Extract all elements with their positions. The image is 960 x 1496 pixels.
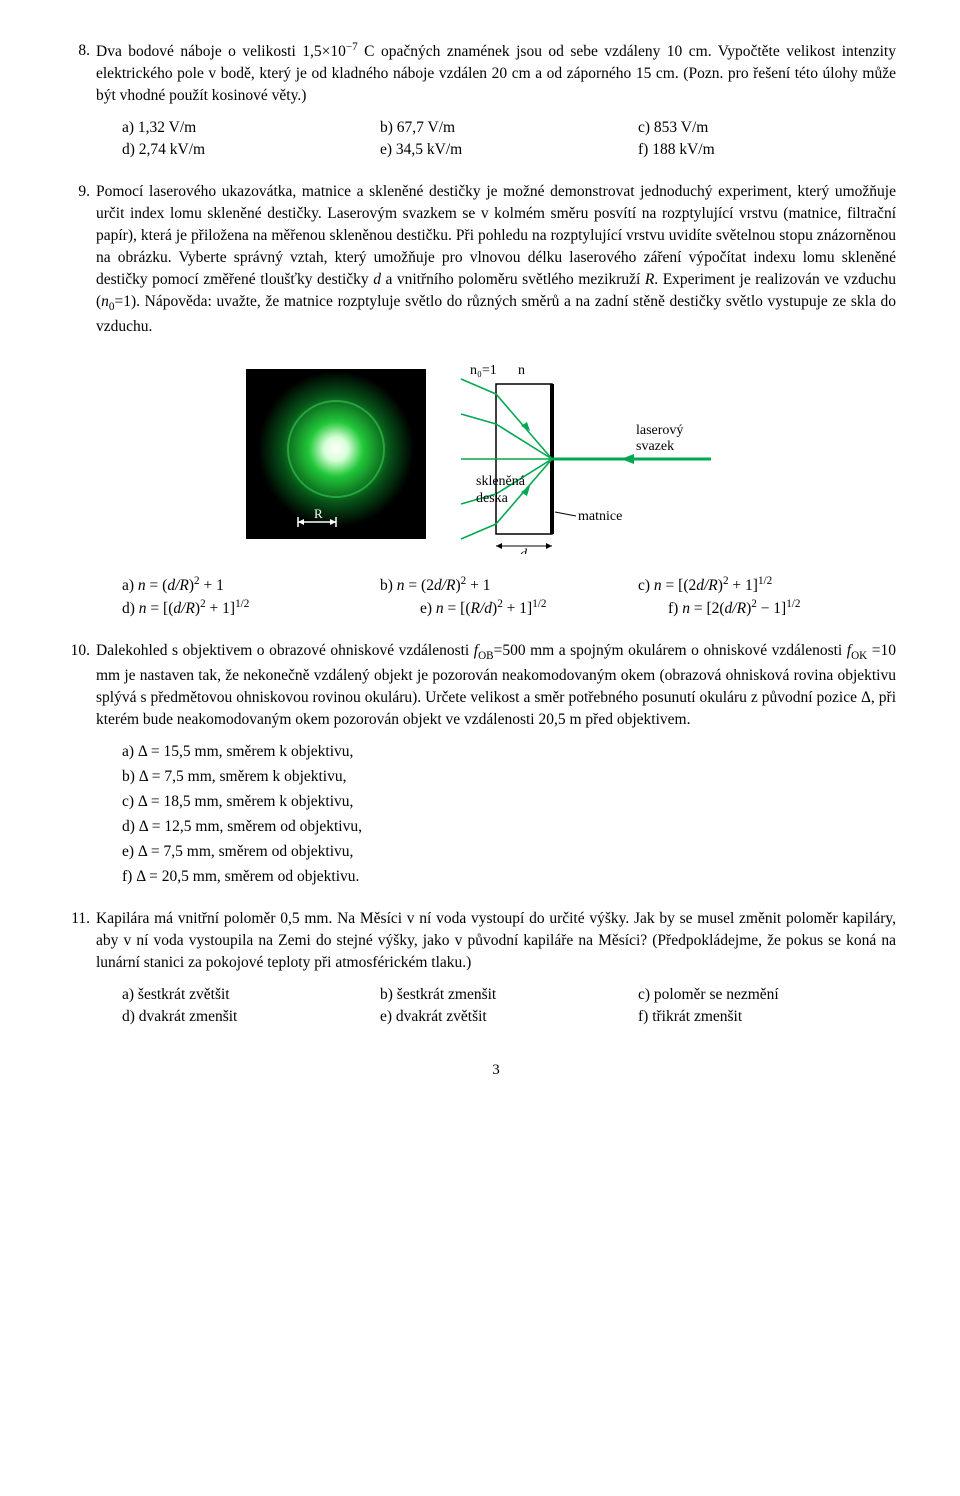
matnice-label: matnice [578,509,622,524]
problem-11: 11. Kapilára má vnitřní poloměr 0,5 mm. … [96,908,896,1028]
ray-diagram: n₀=1 n laserový svazek matnice d [456,354,716,554]
subscript: OB [478,650,494,662]
option-a: a) šestkrát zvětšit [122,984,380,1006]
problem-text: Dva bodové náboje o velikosti 1,5×10−7 C… [96,40,896,107]
problem-text: Dalekohled s objektivem o obrazové ohnis… [96,640,896,731]
option-a: a) n = (d/R)2 + 1 [122,574,380,597]
glass-label: skleněnádeska [476,474,525,508]
laser-label-1: laserový [636,423,683,438]
option-a: a) 1,32 V/m [122,117,380,139]
option-a: a) Δ = 15,5 mm, směrem k objektivu, [122,741,896,763]
variable-R: R [645,271,654,288]
options-grid: a) šestkrát zvětšit b) šestkrát zmenšit … [122,984,896,1028]
variable-d: d [373,271,381,288]
options-list: a) Δ = 15,5 mm, směrem k objektivu, b) Δ… [122,741,896,888]
text-part: =1). Nápověda: uvažte, že matnice rozpty… [96,293,896,335]
text-part: Dva bodové náboje o velikosti 1,5×10 [96,43,346,60]
option-c: c) poloměr se nezmění [638,984,896,1006]
problem-number: 8. [66,40,96,107]
option-e: e) dvakrát zvětšit [380,1006,638,1028]
option-f: f) n = [2(d/R)2 − 1]1/2 [638,597,896,620]
text-part: a vnitřního poloměru světlého mezikruží [381,271,645,288]
problem-number: 9. [66,181,96,338]
problem-10: 10. Dalekohled s objektivem o obrazové o… [96,640,896,888]
problem-9: 9. Pomocí laserového ukazovátka, matnice… [96,181,896,620]
options-grid: a) 1,32 V/m b) 67,7 V/m c) 853 V/m d) 2,… [122,117,896,161]
option-b: b) n = (2d/R)2 + 1 [380,574,638,597]
problem-text: Kapilára má vnitřní poloměr 0,5 mm. Na M… [96,908,896,974]
option-b: b) šestkrát zmenšit [380,984,638,1006]
option-d: d) 2,74 kV/m [122,139,380,161]
option-d: d) Δ = 12,5 mm, směrem od objektivu, [122,816,896,838]
option-f: f) Δ = 20,5 mm, směrem od objektivu. [122,866,896,888]
variable-n: n [101,293,109,310]
option-e: e) n = [(R/d)2 + 1]1/2 [380,597,638,620]
option-f: f) třikrát zmenšit [638,1006,896,1028]
option-b: b) 67,7 V/m [380,117,638,139]
problem-8: 8. Dva bodové náboje o velikosti 1,5×10−… [96,40,896,161]
n-label: n [518,363,525,378]
laser-spot-photo: R [246,369,426,539]
option-b: b) Δ = 7,5 mm, směrem k objektivu, [122,766,896,788]
diagram-container: R n₀=1 n [96,354,896,554]
option-f: f) 188 kV/m [638,139,896,161]
problem-number: 10. [66,640,96,731]
text-part: Dalekohled s objektivem o obrazové ohnis… [96,642,474,659]
option-c: c) 853 V/m [638,117,896,139]
option-d: d) n = [(d/R)2 + 1]1/2 [122,597,380,620]
option-c: c) n = [(2d/R)2 + 1]1/2 [638,574,896,597]
text-part: =500 mm a spojným okulárem o ohniskové v… [494,642,847,659]
option-c: c) Δ = 18,5 mm, směrem k objektivu, [122,791,896,813]
d-label: d [520,547,528,554]
option-d: d) dvakrát zmenšit [122,1006,380,1028]
problem-text: Pomocí laserového ukazovátka, matnice a … [96,181,896,338]
option-e: e) Δ = 7,5 mm, směrem od objektivu, [122,841,896,863]
laser-label-2: svazek [636,439,674,454]
problem-number: 11. [66,908,96,974]
option-e: e) 34,5 kV/m [380,139,638,161]
n0-label: n₀=1 [470,363,497,378]
subscript: OK [851,650,867,662]
page-number: 3 [96,1060,896,1081]
exponent: −7 [346,41,358,53]
options-grid: a) n = (d/R)2 + 1 b) n = (2d/R)2 + 1 c) … [122,574,896,620]
R-label: R [314,506,323,521]
